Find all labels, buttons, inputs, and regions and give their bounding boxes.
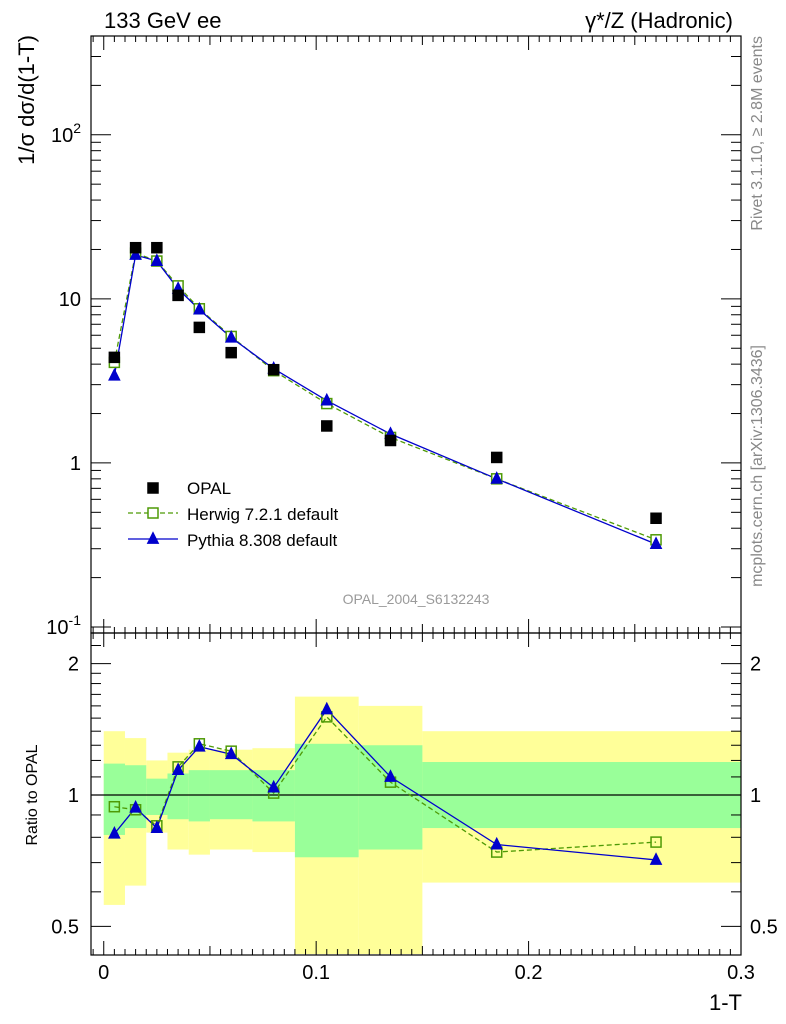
x-tick-label: 0.3 xyxy=(727,962,755,984)
opal-point xyxy=(172,289,184,302)
pythia-line xyxy=(113,254,657,545)
uncertainty-band-green xyxy=(252,770,295,822)
pythia-ratio-point xyxy=(171,762,185,776)
herwig-ratio-point xyxy=(650,836,662,848)
opal-point xyxy=(108,351,121,364)
legend-marker-herwig xyxy=(147,507,159,519)
analysis-watermark: OPAL_2004_S6132243 xyxy=(343,591,490,607)
opal-point xyxy=(151,241,163,254)
pythia-point xyxy=(224,329,238,343)
uncertainty-band-green xyxy=(188,770,210,822)
y-tick-label: 1 xyxy=(70,453,81,475)
uncertainty-band-green xyxy=(146,778,168,815)
pythia-point xyxy=(649,536,663,550)
opal-point xyxy=(129,241,142,254)
pythia-point xyxy=(108,368,121,381)
opal-point xyxy=(193,321,206,334)
ratio-y-tick-label: 1 xyxy=(68,785,79,807)
x-axis-label: 1-T xyxy=(709,990,742,1015)
y-tick-label: 10-1 xyxy=(46,612,81,639)
legend-marker-pythia xyxy=(146,531,160,544)
pythia-ratio-point xyxy=(490,836,504,850)
pythia-ratio-point xyxy=(320,701,334,715)
legend: OPAL Herwig 7.2.1 default Pythia 8.308 def… xyxy=(128,479,338,550)
legend-marker-opal xyxy=(147,482,159,494)
opal-point xyxy=(267,363,280,376)
ratio-y-tick-label-right: 1 xyxy=(750,785,761,807)
main-panel: 1/σ dσ/d(1-T) 10-1 1 10 102 OPAL Herwig 7.2.1… xyxy=(14,35,742,639)
pythia-ratio-point xyxy=(649,852,663,865)
pythia-ratio-point xyxy=(150,820,164,833)
pythia-point xyxy=(320,392,334,406)
herwig-ratio-point xyxy=(108,800,121,813)
ratio-plot-frame xyxy=(90,632,742,956)
legend-label: Herwig 7.2.1 default xyxy=(187,505,338,524)
pythia-ratio-point xyxy=(129,800,142,813)
uncertainty-band-green xyxy=(167,773,189,820)
header-left: 133 GeV ee xyxy=(104,8,221,33)
opal-point xyxy=(490,451,503,464)
pythia-point xyxy=(129,247,142,260)
legend-label: Pythia 8.308 default xyxy=(187,531,338,550)
y-tick-label: 102 xyxy=(51,120,81,147)
opal-point xyxy=(650,512,662,525)
pythia-ratio-point xyxy=(224,746,238,760)
mcplots-label: mcplots.cern.ch [arXiv:1306.3436] xyxy=(749,345,766,587)
legend-label: OPAL xyxy=(187,479,231,498)
pythia-point xyxy=(490,471,504,484)
y-tick-label: 10 xyxy=(59,289,81,311)
ratio-y-tick-label-right: 0.5 xyxy=(750,916,778,938)
x-tick-label: 0 xyxy=(98,962,109,984)
uncertainty-band-green xyxy=(294,743,359,858)
uncertainty-band-green xyxy=(124,765,147,829)
main-ylabel: 1/σ dσ/d(1-T) xyxy=(14,35,39,165)
opal-point xyxy=(225,346,237,359)
uncertainty-band-green xyxy=(358,745,423,850)
ratio-y-tick-label: 0.5 xyxy=(51,916,79,938)
opal-point xyxy=(321,420,333,432)
ratio-ylabel: Ratio to OPAL xyxy=(24,744,41,845)
pythia-point xyxy=(193,301,206,315)
ratio-y-tick-label: 2 xyxy=(68,654,79,676)
pythia-point xyxy=(150,253,164,266)
pythia-ratio-point xyxy=(267,779,280,793)
uncertainty-band-green xyxy=(103,763,125,835)
opal-point xyxy=(384,434,397,447)
x-tick-label: 0.1 xyxy=(302,962,330,984)
pythia-ratio-point xyxy=(384,769,397,782)
rivet-label: Rivet 3.1.10, ≥ 2.8M events xyxy=(749,36,766,231)
ratio-y-tick-label-right: 2 xyxy=(750,654,761,676)
x-tick-label: 0.2 xyxy=(515,962,543,984)
ratio-panel: Ratio to OPAL 1-T 0 0.1 0.2 0.3 0.5 0.5 1 1 2 2 xyxy=(24,632,778,1015)
header-right: γ*/Z (Hadronic) xyxy=(585,8,733,33)
pythia-ratio-point xyxy=(193,738,206,752)
pythia-ratio-point xyxy=(108,826,121,839)
